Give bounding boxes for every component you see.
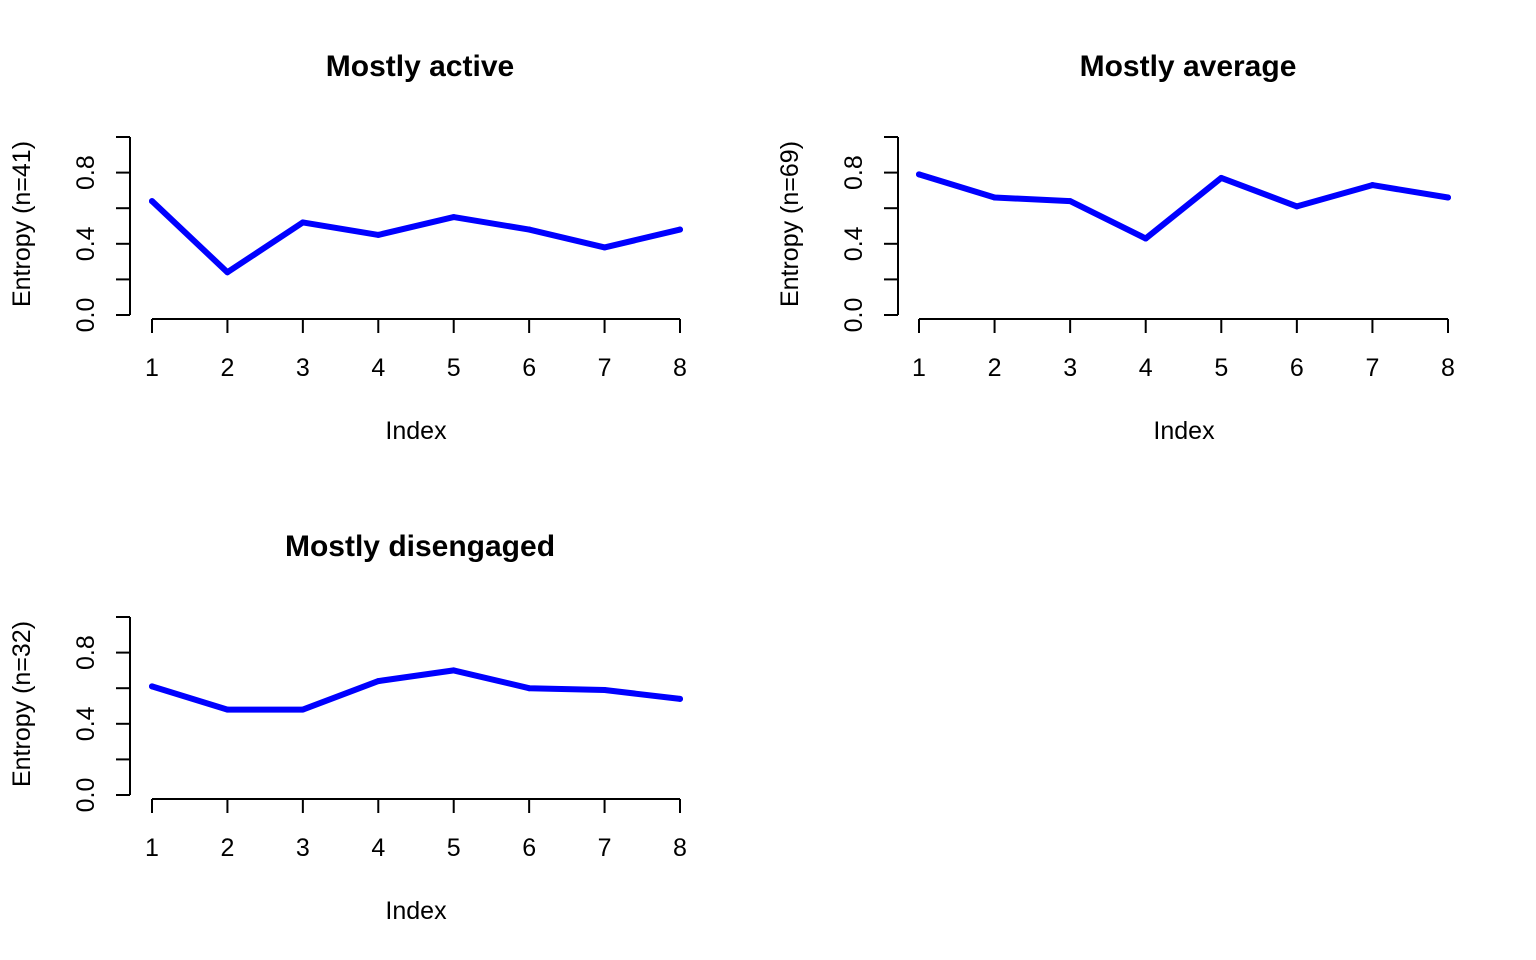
data-point: [677, 226, 683, 233]
y-tick-label: 0.8: [72, 635, 100, 670]
data-point: [1067, 198, 1074, 205]
x-tick-label: 5: [1214, 354, 1228, 382]
x-tick-label: 3: [296, 834, 310, 862]
x-tick-label: 3: [296, 354, 310, 382]
x-tick-label: 3: [1063, 354, 1077, 382]
series-line-1: [916, 171, 1451, 242]
y-axis-label: Entropy (n=41): [8, 141, 36, 307]
data-point: [224, 269, 231, 276]
x-tick-label: 5: [447, 354, 461, 382]
x-tick-label: 5: [447, 834, 461, 862]
chart-title: Mostly disengaged: [285, 530, 555, 563]
data-point: [224, 706, 231, 713]
x-tick-label: 6: [522, 834, 536, 862]
chart-panels: Mostly active 1 2 3 4 5 6 7 8 0.0 0.4 0.8 Index Entro…: [8, 50, 1455, 925]
data-point: [916, 171, 922, 178]
x-tick-label: 4: [371, 834, 385, 862]
data-point: [450, 667, 457, 674]
x-tick-label: 2: [220, 834, 234, 862]
y-axis-label: Entropy (n=32): [8, 621, 36, 787]
data-point: [991, 194, 998, 201]
x-axis-label: Index: [385, 417, 447, 445]
x-tick-label: 6: [1290, 354, 1304, 382]
y-tick-label: 0.4: [72, 706, 100, 741]
x-tick-label: 7: [1365, 354, 1379, 382]
y-axis-label: Entropy (n=69): [776, 141, 804, 307]
data-point: [149, 198, 155, 205]
data-point: [526, 226, 533, 233]
x-tick-label: 7: [598, 834, 612, 862]
x-tick-label: 2: [220, 354, 234, 382]
y-tick-label: 0.4: [840, 226, 868, 261]
x-tick-label: 1: [145, 354, 159, 382]
x-tick-label: 4: [1139, 354, 1153, 382]
data-point: [601, 686, 608, 693]
data-point: [450, 214, 457, 221]
data-point: [1293, 203, 1300, 210]
x-axis-label: Index: [1153, 417, 1215, 445]
y-tick-label: 0.0: [72, 298, 100, 333]
y-tick-label: 0.4: [72, 226, 100, 261]
data-point: [677, 695, 683, 702]
x-tick-label: 6: [522, 354, 536, 382]
chart-panel-2: Mostly average 1 2 3 4 5 6 7 8 0.0 0.4 0.8 Index Entr…: [776, 50, 1455, 445]
x-tick-label: 8: [673, 354, 687, 382]
data-point: [1445, 194, 1451, 201]
data-point: [1369, 182, 1376, 189]
data-point: [299, 706, 306, 713]
y-tick-label: 0.0: [72, 778, 100, 813]
data-point: [601, 244, 608, 251]
data-point: [1142, 235, 1149, 242]
data-point: [375, 678, 382, 685]
data-point: [299, 219, 306, 226]
x-tick-label: 4: [371, 354, 385, 382]
x-tick-label: 8: [673, 834, 687, 862]
y-tick-label: 0.0: [840, 298, 868, 333]
chart-panel-3: Mostly disengaged 1 2 3 4 5 6 7 8 0.0 0.4 0.8 Index E…: [8, 530, 687, 925]
x-tick-label: 2: [988, 354, 1002, 382]
x-tick-label: 1: [145, 834, 159, 862]
data-point: [1218, 174, 1225, 181]
x-axis-label: Index: [385, 897, 447, 925]
data-point: [375, 231, 382, 238]
data-point: [149, 683, 155, 690]
y-tick-label: 0.8: [840, 155, 868, 190]
chart-title: Mostly average: [1080, 50, 1297, 83]
x-tick-label: 8: [1441, 354, 1455, 382]
chart-title: Mostly active: [326, 50, 514, 83]
series-line-1: [149, 198, 683, 276]
series-line-1: [149, 667, 683, 713]
y-tick-label: 0.8: [72, 155, 100, 190]
x-tick-label: 1: [912, 354, 926, 382]
chart-panel-1: Mostly active 1 2 3 4 5 6 7 8 0.0 0.4 0.8 Index Entro…: [8, 50, 687, 445]
data-point: [526, 685, 533, 692]
x-tick-label: 7: [598, 354, 612, 382]
